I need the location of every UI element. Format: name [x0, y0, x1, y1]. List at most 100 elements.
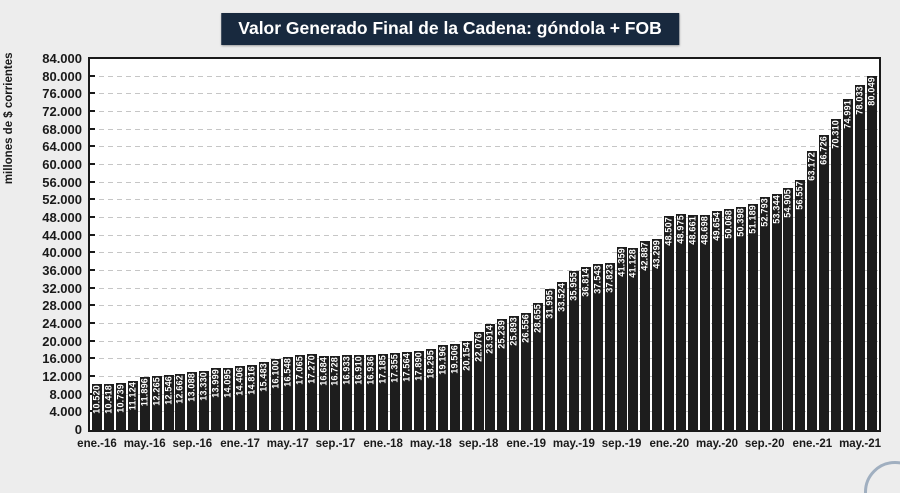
bar: 17.890: [413, 351, 424, 430]
bar-value-label: 10.520: [91, 385, 102, 414]
bar: 48.661: [688, 215, 699, 430]
bar-value-label: 17.355: [389, 354, 400, 383]
bar-value-label: 51.189: [747, 205, 758, 234]
bar-value-label: 49.654: [711, 212, 722, 241]
bar: 14.406: [235, 366, 246, 430]
bar-value-label: 19.196: [437, 346, 448, 375]
bar-value-label: 16.936: [365, 356, 376, 385]
x-tick-label: ene.-21: [792, 438, 833, 450]
bar: 13.088: [186, 372, 198, 430]
bar-value-label: 20.154: [461, 342, 472, 371]
y-tick-label: 12.000: [42, 369, 82, 384]
y-axis-tick-mark: [90, 145, 95, 147]
bar-value-label: 13.999: [210, 369, 221, 398]
gridline: [90, 76, 879, 77]
bar-value-label: 14.095: [222, 369, 233, 398]
bar: 13.999: [210, 368, 222, 430]
bar: 31.995: [545, 289, 556, 430]
bar: 78.033: [855, 85, 865, 430]
y-tick-label: 72.000: [42, 104, 82, 119]
y-axis-tick-mark: [90, 110, 95, 112]
bar: 41.359: [616, 247, 627, 430]
bar: 17.355: [389, 353, 401, 430]
gridline: [90, 394, 879, 395]
x-tick-label: may.-18: [409, 438, 452, 450]
bar-value-label: 43.299: [651, 240, 662, 269]
bar: 13.330: [199, 371, 210, 430]
gridline: [90, 111, 879, 112]
bar-value-label: 41.128: [627, 249, 638, 278]
bar: 66.726: [819, 135, 830, 430]
bar-value-label: 80.049: [866, 77, 877, 106]
y-tick-label: 28.000: [42, 298, 82, 314]
bar: 33.524: [556, 282, 567, 430]
bar: 50.068: [723, 209, 734, 430]
bar: 12.546: [163, 375, 174, 430]
bar-value-label: 16.910: [353, 356, 364, 385]
y-axis-tick-mark: [90, 375, 95, 377]
gridline: [90, 411, 879, 412]
y-axis-tick-mark: [90, 357, 95, 359]
gridline: [90, 182, 879, 183]
y-tick-label: 8.000: [49, 386, 82, 402]
bar-value-label: 18.295: [425, 350, 436, 379]
y-tick-label: 4.000: [49, 404, 82, 420]
bar-value-label: 16.933: [341, 356, 352, 385]
x-tick-label: ene.-18: [363, 438, 403, 450]
y-axis-tick-mark: [90, 269, 95, 271]
bar: 25.893: [508, 316, 520, 430]
bar: 80.049: [866, 76, 877, 430]
bar: 56.557: [795, 180, 806, 430]
bar-value-label: 12.662: [174, 375, 185, 404]
bar-value-label: 50.068: [723, 210, 734, 239]
bar-value-label: 17.564: [401, 353, 412, 382]
gridline: [90, 341, 879, 342]
bar: 10.739: [115, 383, 126, 430]
bar: 49.654: [711, 211, 722, 430]
y-axis-tick-mark: [90, 216, 95, 218]
x-tick-label: may.-17: [266, 438, 309, 450]
bar-value-label: 13.088: [186, 373, 197, 402]
bar-value-label: 37.823: [604, 264, 615, 293]
y-tick-label: 20.000: [42, 333, 82, 349]
bar-value-label: 19.506: [449, 345, 460, 374]
bar: 10.520: [92, 384, 102, 430]
bar-value-label: 42.887: [639, 242, 650, 271]
gridline: [90, 305, 879, 306]
x-tick-label: may.-16: [123, 438, 166, 450]
bar-value-label: 50.398: [735, 208, 746, 237]
y-tick-label: 16.000: [42, 351, 82, 367]
bar-value-label: 70.310: [830, 120, 841, 149]
bar: 16.728: [329, 356, 341, 430]
bar: 48.975: [676, 214, 687, 430]
bar-value-label: 25.893: [508, 317, 519, 346]
gridline: [90, 199, 879, 200]
bar-value-label: 63.172: [806, 152, 817, 181]
bar: 19.196: [437, 345, 448, 430]
gridline: [90, 358, 879, 359]
bar: 43.299: [651, 239, 663, 430]
y-axis-tick-mark: [90, 234, 95, 236]
x-tick-label: sep.-20: [744, 438, 785, 450]
bar-value-label: 23.914: [484, 325, 495, 354]
bar: 11.124: [127, 381, 138, 430]
decorative-corner-arc-icon: [864, 461, 900, 493]
bar-value-label: 10.739: [115, 384, 126, 413]
bar-value-label: 17.185: [377, 355, 388, 384]
gridline: [90, 252, 879, 253]
bar: 48.507: [664, 216, 675, 430]
y-tick-label: 56.000: [42, 174, 82, 190]
bar: 51.189: [747, 204, 758, 430]
y-tick-label: 76.000: [42, 86, 82, 102]
bar: 52.793: [759, 197, 770, 430]
y-axis-tick-mark: [90, 163, 95, 165]
gridline: [90, 129, 879, 130]
bar-value-label: 16.728: [329, 357, 340, 386]
y-axis-tick-mark: [90, 128, 95, 130]
bar: 15.483: [258, 362, 269, 430]
gridline: [90, 217, 879, 218]
bar-value-label: 12.546: [163, 376, 174, 405]
y-tick-label: 84.000: [42, 51, 82, 66]
bar: 37.823: [604, 263, 615, 430]
x-tick-label: sep.-18: [458, 438, 499, 450]
